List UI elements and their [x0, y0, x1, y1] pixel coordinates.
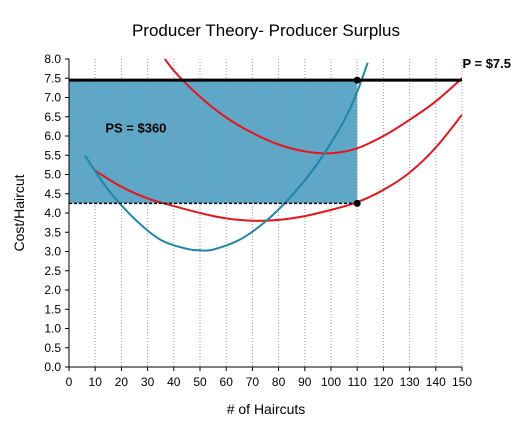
y-tick-label: 0.0	[44, 360, 61, 374]
x-tick-label: 60	[220, 375, 234, 389]
y-tick-label: 7.5	[44, 71, 61, 85]
y-axis-label: Cost/Haircut	[11, 174, 27, 251]
intersection-marker-1	[353, 76, 361, 84]
x-tick-label: 70	[246, 375, 260, 389]
x-tick-label: 80	[272, 375, 286, 389]
x-tick-label: 90	[298, 375, 312, 389]
x-tick-label: 30	[141, 375, 155, 389]
x-tick-label: 10	[89, 375, 103, 389]
y-tick-label: 4.0	[44, 206, 61, 220]
price-annotation: P = $7.5	[462, 56, 511, 71]
y-tick-label: 0.5	[44, 341, 61, 355]
y-tick-label: 3.5	[44, 225, 61, 239]
x-tick-label: 130	[400, 375, 420, 389]
average-variable-cost-curve	[94, 114, 462, 222]
y-tick-label: 7.0	[44, 91, 61, 105]
x-tick-label: 150	[452, 375, 472, 389]
chart-title: Producer Theory- Producer Surplus	[132, 21, 400, 40]
x-axis-label: # of Haircuts	[227, 401, 306, 417]
x-tick-label: 100	[321, 375, 341, 389]
y-tick-label: 2.0	[44, 283, 61, 297]
intersection-marker-2	[353, 199, 361, 207]
average-total-cost-curve	[163, 59, 462, 155]
x-tick-label: 20	[115, 375, 129, 389]
y-tick-label: 1.0	[44, 322, 61, 336]
x-tick-label: 120	[373, 375, 393, 389]
y-tick-label: 6.5	[44, 110, 61, 124]
x-tick-label: 140	[426, 375, 446, 389]
y-tick-label: 1.5	[44, 302, 61, 316]
y-tick-label: 5.5	[44, 148, 61, 162]
y-tick-label: 3.0	[44, 245, 61, 259]
producer-surplus-area	[69, 80, 358, 204]
y-tick-label: 2.5	[44, 264, 61, 278]
x-tick-label: 40	[167, 375, 181, 389]
x-tick-label: 0	[66, 375, 73, 389]
marginal-cost-curve	[83, 62, 369, 252]
y-tick-label: 5.0	[44, 168, 61, 182]
x-tick-label: 50	[193, 375, 207, 389]
y-tick-label: 4.5	[44, 187, 61, 201]
plot-area: 0.0 0.5 1.0 1.5 2.0 2.5 3.0 3.5 4.0 4.5 5.0 5.5 6.0 6…	[44, 52, 511, 389]
y-tick-label: 8.0	[44, 52, 61, 66]
producer-surplus-annotation: PS = $360	[105, 120, 166, 135]
x-tick-label: 110	[348, 375, 367, 389]
y-tick-label: 6.0	[44, 129, 61, 143]
